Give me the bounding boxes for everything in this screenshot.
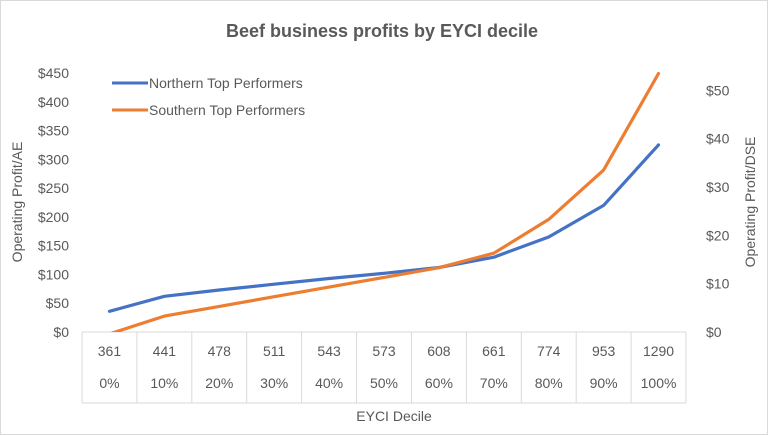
x-tick-label-price: 573 xyxy=(372,343,396,359)
x-tick-label-price: 361 xyxy=(98,343,122,359)
x-tick-label-decile: 80% xyxy=(535,375,563,391)
series-line-northern xyxy=(107,143,661,313)
y-tick-label: $400 xyxy=(38,94,69,110)
y2-tick-label: $50 xyxy=(706,82,730,98)
x-tick-label-price: 478 xyxy=(208,343,232,359)
x-tick-label-decile: 70% xyxy=(480,375,508,391)
chart-title: Beef business profits by EYCI decile xyxy=(226,21,538,41)
x-tick-label-price: 1290 xyxy=(643,343,674,359)
x-tick-label-decile: 40% xyxy=(315,375,343,391)
series-lines xyxy=(107,71,661,332)
y-axis-right: $0 $10 $20 $30 $40 $50 xyxy=(706,82,730,340)
x-tick-label-decile: 0% xyxy=(99,375,119,391)
y2-tick-label: $20 xyxy=(706,227,730,243)
x-tick-label-price: 774 xyxy=(537,343,561,359)
x-tick-label-decile: 90% xyxy=(590,375,618,391)
y2-tick-label: $10 xyxy=(706,276,730,292)
y-tick-label: $150 xyxy=(38,238,69,254)
legend-label-northern: Northern Top Performers xyxy=(149,75,303,91)
x-tick-label-decile: 10% xyxy=(150,375,178,391)
x-tick-label-price: 511 xyxy=(263,343,286,359)
y-axis-title: Operating Profit/AE xyxy=(9,142,25,263)
x-tick-label-price: 661 xyxy=(482,343,506,359)
y-tick-label: $50 xyxy=(46,295,70,311)
x-axis-title: EYCI Decile xyxy=(356,408,432,424)
y-tick-label: $250 xyxy=(38,180,69,196)
x-tick-label-price: 543 xyxy=(317,343,341,359)
y-tick-label: $350 xyxy=(38,123,69,139)
x-tick-label-price: 608 xyxy=(427,343,451,359)
x-tick-label-decile: 20% xyxy=(205,375,233,391)
y-tick-label: $0 xyxy=(53,324,69,340)
x-tick-label-decile: 100% xyxy=(641,375,677,391)
y2-tick-label: $30 xyxy=(706,179,730,195)
series-line-southern xyxy=(110,71,661,332)
x-tick-label-decile: 60% xyxy=(425,375,453,391)
legend-label-southern: Southern Top Performers xyxy=(149,102,305,118)
y-tick-label: $450 xyxy=(38,65,69,81)
y2-tick-label: $0 xyxy=(706,324,722,340)
x-tick-label-decile: 30% xyxy=(260,375,288,391)
x-tick-label-price: 441 xyxy=(153,343,177,359)
y-tick-label: $200 xyxy=(38,209,69,225)
x-tick-label-price: 953 xyxy=(592,343,616,359)
legend: Northern Top Performers Southern Top Per… xyxy=(112,75,305,118)
y-axis-left: $0 $50 $100 $150 $200 $250 $300 $350 $400 $450 xyxy=(38,65,69,340)
y-tick-label: $100 xyxy=(38,266,69,282)
x-tick-label-decile: 50% xyxy=(370,375,398,391)
y2-axis-title: Operating Profit/DSE xyxy=(742,137,758,268)
y-tick-label: $300 xyxy=(38,151,69,167)
y2-tick-label: $40 xyxy=(706,131,730,147)
x-axis-table: 361 441 478 511 543 573 608 661 774 953 1290 0% 10% 2… xyxy=(81,331,687,404)
